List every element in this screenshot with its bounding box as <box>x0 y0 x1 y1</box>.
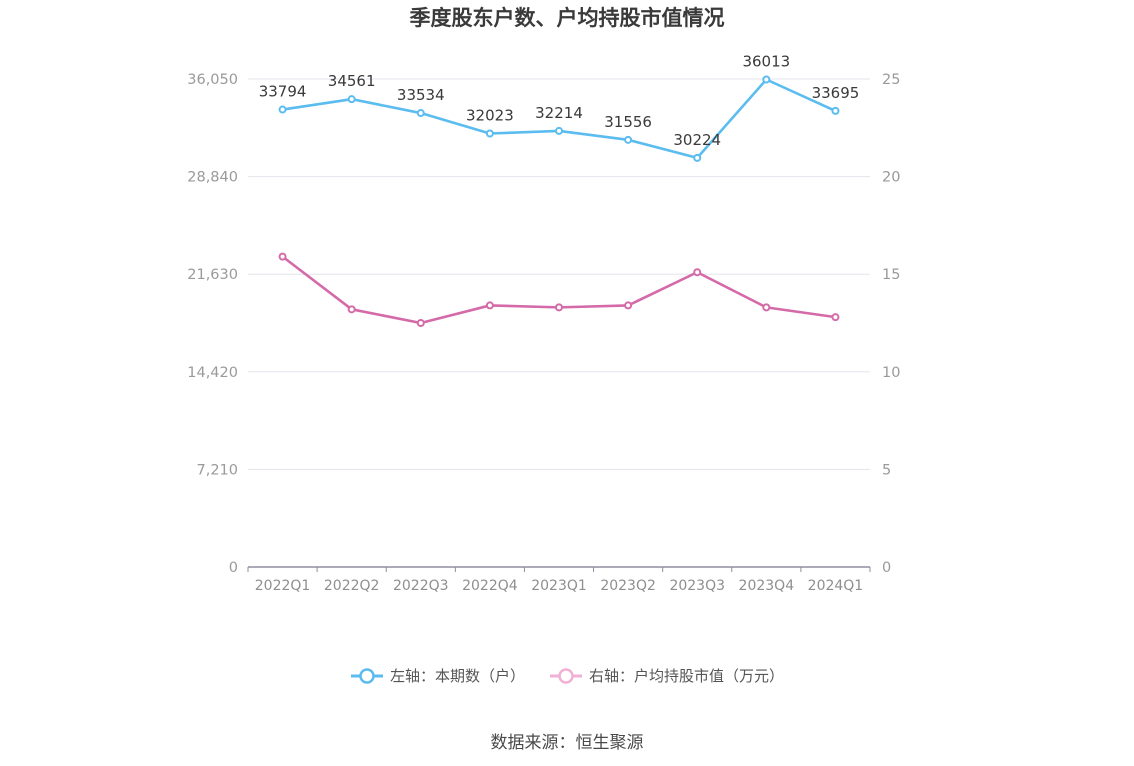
data-point <box>693 268 702 277</box>
legend: 左轴：本期数（户） 右轴：户均持股市值（万元） <box>0 664 1134 688</box>
series-lines <box>278 75 840 327</box>
legend-item-avg-value[interactable]: 右轴：户均持股市值（万元） <box>549 664 784 688</box>
data-point <box>831 106 840 115</box>
right-axis: 0 5 10 15 20 25 <box>882 72 900 576</box>
x-axis-tick-label: 2022Q2 <box>324 578 380 594</box>
data-label: 33695 <box>812 84 860 102</box>
legend-line-circle-icon <box>350 668 383 684</box>
left-axis-tick-label: 21,630 <box>187 267 238 283</box>
data-point <box>693 153 702 162</box>
grid-lines <box>248 78 870 470</box>
left-axis-tick-label: 0 <box>229 560 238 576</box>
left-axis-tick-label: 7,210 <box>196 462 238 478</box>
right-axis-tick-label: 0 <box>882 560 891 576</box>
data-point <box>278 252 287 261</box>
chart-title: 季度股东户数、户均持股市值情况 <box>409 6 725 30</box>
data-point <box>347 305 356 314</box>
left-axis-tick-label: 36,050 <box>187 72 238 88</box>
left-axis-tick-label: 14,420 <box>187 365 238 381</box>
x-axis: 2022Q1 2022Q2 2022Q3 2022Q4 2023Q1 2023Q2 2023… <box>247 566 871 594</box>
data-label: 30224 <box>673 131 721 149</box>
data-label: 36013 <box>742 53 790 71</box>
right-axis-tick-label: 5 <box>882 462 891 478</box>
data-label: 33534 <box>397 86 445 104</box>
data-point <box>416 109 425 118</box>
legend-label-avg-value: 右轴：户均持股市值（万元） <box>589 667 785 685</box>
legend-line-circle-icon <box>550 668 582 684</box>
data-labels: 33794 34561 33534 32023 32214 31556 30224 36013… <box>259 53 860 149</box>
data-point <box>347 95 356 104</box>
data-point <box>485 301 494 310</box>
legend-item-households[interactable]: 左轴：本期数（户） <box>350 664 525 688</box>
data-label: 32214 <box>535 104 583 122</box>
x-axis-tick-label: 2023Q4 <box>739 578 795 594</box>
data-point <box>831 313 840 322</box>
source-note: 数据来源：恒生聚源 <box>490 733 644 753</box>
data-point <box>278 105 287 114</box>
left-axis: 0 7,210 14,420 21,630 28,840 36,050 <box>187 72 238 576</box>
x-axis-tick-label: 2024Q1 <box>808 578 864 594</box>
x-axis-tick-label: 2022Q4 <box>462 578 518 594</box>
data-label: 31556 <box>604 113 652 131</box>
data-point <box>624 135 633 144</box>
data-point <box>624 301 633 310</box>
x-axis-tick-label: 2023Q3 <box>669 578 725 594</box>
right-axis-tick-label: 25 <box>882 72 900 88</box>
x-axis-tick-label: 2022Q3 <box>393 578 449 594</box>
x-axis-tick-label: 2023Q1 <box>531 578 587 594</box>
left-axis-tick-label: 28,840 <box>187 170 238 186</box>
data-point <box>485 129 494 138</box>
data-point <box>762 75 771 84</box>
data-point <box>555 126 563 135</box>
data-label: 34561 <box>328 72 376 90</box>
x-axis-tick-label: 2023Q2 <box>600 578 656 594</box>
data-point <box>416 319 425 327</box>
right-axis-tick-label: 20 <box>882 170 900 186</box>
right-axis-tick-label: 15 <box>882 267 900 283</box>
right-axis-tick-label: 10 <box>882 365 900 381</box>
x-axis-tick-label: 2022Q1 <box>255 578 311 594</box>
legend-label-households: 左轴：本期数（户） <box>389 667 525 685</box>
data-point <box>555 303 563 312</box>
data-point <box>762 303 771 312</box>
data-label: 32023 <box>466 107 514 125</box>
data-label: 33794 <box>259 83 307 101</box>
series-line <box>281 255 836 325</box>
